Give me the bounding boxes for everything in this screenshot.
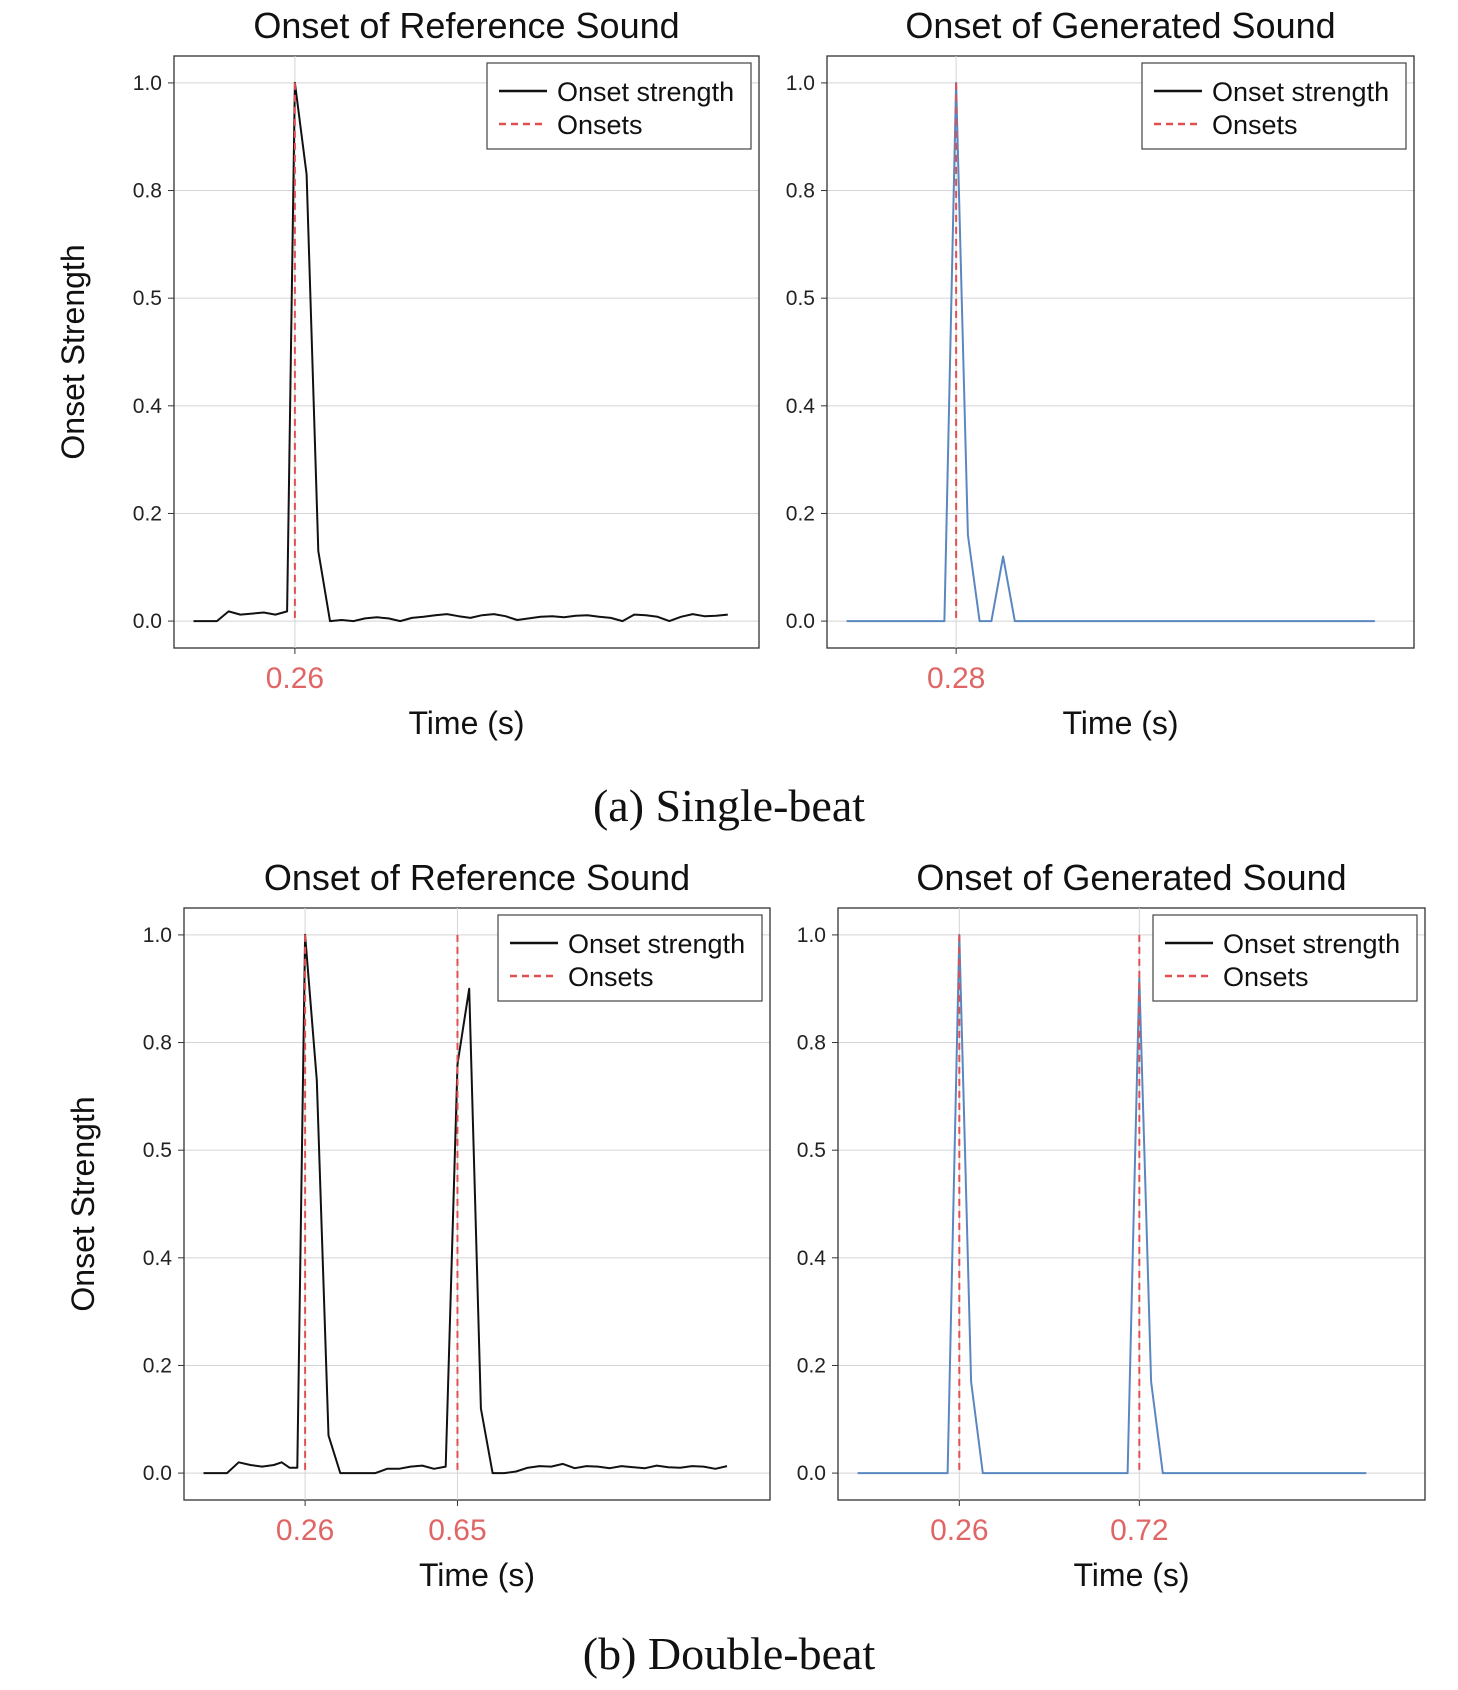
y-tick-label: 1.0 — [786, 72, 815, 95]
legend-label: Onsets — [1223, 962, 1309, 992]
y-tick-label: 0.4 — [797, 1247, 827, 1270]
y-tick-label: 0.8 — [797, 1032, 826, 1055]
y-tick-label: 0.5 — [143, 1139, 172, 1162]
chart-2: Onset of Generated Sound 0.0 0.2 0.4 0.5 0.8 1… — [786, 5, 1415, 741]
y-tick-label: 0.4 — [133, 395, 163, 418]
chart-4: Onset of Generated Sound 0.0 0.2 0.4 0.5 0.8 1… — [797, 857, 1426, 1593]
y-axis-label: Onset Strength — [55, 244, 91, 459]
series-line — [193, 81, 728, 623]
legend-box — [486, 62, 752, 150]
onset-label: 0.65 — [428, 1514, 486, 1547]
onset-label: 0.72 — [1110, 1514, 1168, 1547]
x-axis-label: Time (s) — [1062, 705, 1178, 741]
chart-title: Onset of Generated Sound — [916, 857, 1346, 898]
y-tick-label: 1.0 — [797, 924, 826, 947]
x-axis-label: Time (s) — [408, 705, 524, 741]
x-axis-label: Time (s) — [419, 1557, 535, 1593]
chart-title: Onset of Generated Sound — [905, 5, 1335, 46]
legend-box — [1152, 914, 1418, 1002]
y-tick-label: 0.5 — [786, 287, 815, 310]
legend-label: Onsets — [568, 962, 654, 992]
y-tick-label: 0.2 — [797, 1354, 826, 1377]
series-line — [203, 933, 728, 1475]
y-tick-label: 0.5 — [133, 287, 162, 310]
onset-label: 0.26 — [276, 1514, 334, 1547]
legend-label: Onset strength — [568, 929, 745, 959]
y-tick-label: 0.0 — [786, 610, 815, 633]
caption-a: (a) Single-beat — [593, 780, 865, 831]
chart-title: Onset of Reference Sound — [253, 5, 679, 46]
y-tick-label: 0.0 — [143, 1462, 172, 1485]
y-tick-label: 0.2 — [786, 502, 815, 525]
legend-box — [497, 914, 763, 1002]
chart-3: Onset of Reference Sound 0.0 0.2 0.4 0.5 0.8 1… — [65, 857, 771, 1593]
series-line — [846, 81, 1375, 623]
y-tick-label: 0.8 — [143, 1032, 172, 1055]
y-tick-label: 0.0 — [797, 1462, 826, 1485]
legend-label: Onset strength — [1223, 929, 1400, 959]
chart-title: Onset of Reference Sound — [264, 857, 690, 898]
y-tick-label: 0.8 — [133, 180, 162, 203]
plot-frame — [183, 907, 771, 1501]
onset-label: 0.28 — [927, 662, 985, 695]
y-tick-label: 0.4 — [143, 1247, 173, 1270]
plot-frame — [173, 55, 760, 649]
legend-box — [1141, 62, 1407, 150]
y-tick-label: 1.0 — [133, 72, 162, 95]
y-tick-label: 0.4 — [786, 395, 816, 418]
y-tick-label: 1.0 — [143, 924, 172, 947]
onset-label: 0.26 — [266, 662, 324, 695]
plot-frame — [826, 55, 1415, 649]
chart-1: Onset of Reference Sound 0.0 0.2 0.4 0.5 0.8 1… — [55, 5, 760, 741]
y-tick-label: 0.5 — [797, 1139, 826, 1162]
legend-label: Onsets — [1212, 110, 1298, 140]
onset-label: 0.26 — [930, 1514, 988, 1547]
plot-frame — [837, 907, 1426, 1501]
legend-label: Onset strength — [1212, 77, 1389, 107]
y-tick-label: 0.8 — [786, 180, 815, 203]
y-tick-label: 0.2 — [133, 502, 162, 525]
caption-b: (b) Double-beat — [583, 1628, 876, 1679]
series-line — [857, 933, 1367, 1475]
legend-label: Onsets — [557, 110, 643, 140]
x-axis-label: Time (s) — [1073, 1557, 1189, 1593]
y-tick-label: 0.0 — [133, 610, 162, 633]
y-tick-label: 0.2 — [143, 1354, 172, 1377]
y-axis-label: Onset Strength — [65, 1096, 101, 1311]
legend-label: Onset strength — [557, 77, 734, 107]
